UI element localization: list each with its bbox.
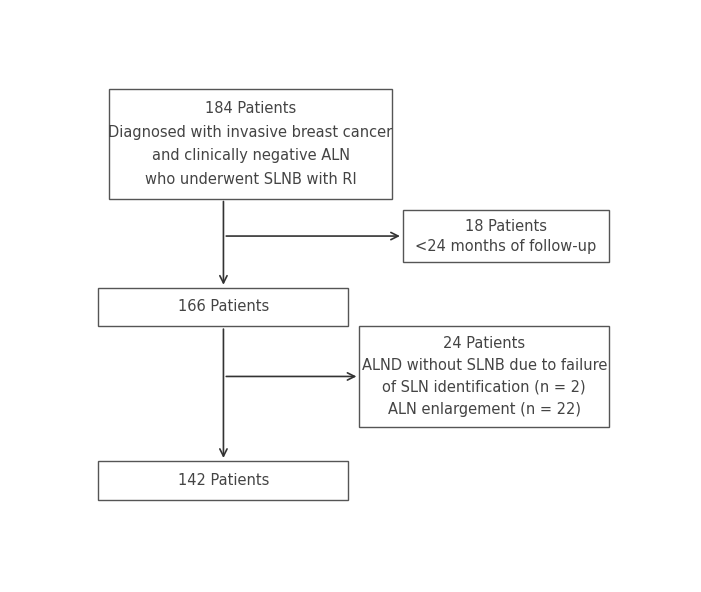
FancyBboxPatch shape [98,288,348,326]
Text: 18 Patients: 18 Patients [465,218,547,233]
Text: 184 Patients: 184 Patients [205,101,297,116]
Text: Diagnosed with invasive breast cancer: Diagnosed with invasive breast cancer [109,125,393,140]
Text: 166 Patients: 166 Patients [178,300,269,314]
Text: and clinically negative ALN: and clinically negative ALN [151,149,350,163]
FancyBboxPatch shape [402,210,609,262]
Text: 24 Patients: 24 Patients [443,336,525,351]
Text: who underwent SLNB with RI: who underwent SLNB with RI [144,172,357,187]
FancyBboxPatch shape [359,326,609,427]
Text: <24 months of follow-up: <24 months of follow-up [415,239,597,254]
FancyBboxPatch shape [109,89,392,199]
Text: 142 Patients: 142 Patients [178,472,269,488]
FancyBboxPatch shape [98,461,348,500]
Text: ALND without SLNB due to failure: ALND without SLNB due to failure [362,358,607,373]
Text: of SLN identification (n = 2): of SLN identification (n = 2) [383,380,586,395]
Text: ALN enlargement (n = 22): ALN enlargement (n = 22) [388,402,580,417]
